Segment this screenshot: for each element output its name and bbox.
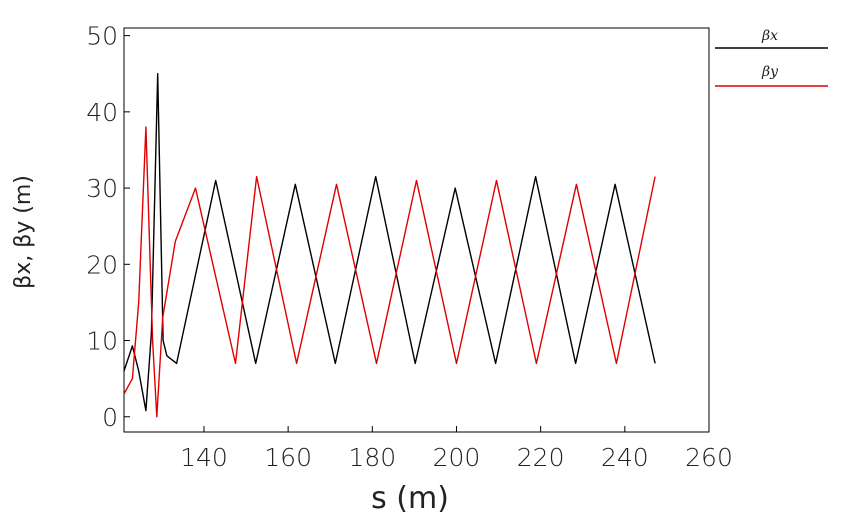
x-tick-label: 200 [433, 443, 481, 472]
y-tick-label: 10 [86, 327, 118, 356]
y-tick-label: 30 [86, 174, 118, 203]
series-lines [123, 72, 656, 418]
x-tick-label: 240 [601, 443, 649, 472]
legend-label-beta-x: βx [761, 28, 778, 44]
y-tick-label: 50 [86, 22, 118, 51]
x-tick-label: 180 [348, 443, 396, 472]
series-line-beta-y [123, 126, 656, 418]
y-tick-label: 0 [102, 403, 118, 432]
series-line-beta-x [123, 72, 656, 412]
x-tick-label: 140 [180, 443, 228, 472]
x-tick-label: 260 [685, 443, 733, 472]
y-tick-label: 40 [86, 98, 118, 127]
y-tick-label: 20 [86, 250, 118, 279]
legend-label-beta-y: βy [761, 64, 779, 80]
y-axis-ticks: 0 10 20 30 40 50 [86, 22, 130, 432]
y-axis-label: βx, βy (m) [11, 175, 36, 289]
plot-frame [123, 27, 710, 433]
x-tick-label: 160 [264, 443, 312, 472]
legend: βx βy [715, 28, 828, 87]
x-axis-ticks: 140 160 180 200 220 240 260 [180, 426, 733, 472]
x-tick-label: 220 [517, 443, 565, 472]
x-axis-label: s (m) [371, 481, 449, 516]
